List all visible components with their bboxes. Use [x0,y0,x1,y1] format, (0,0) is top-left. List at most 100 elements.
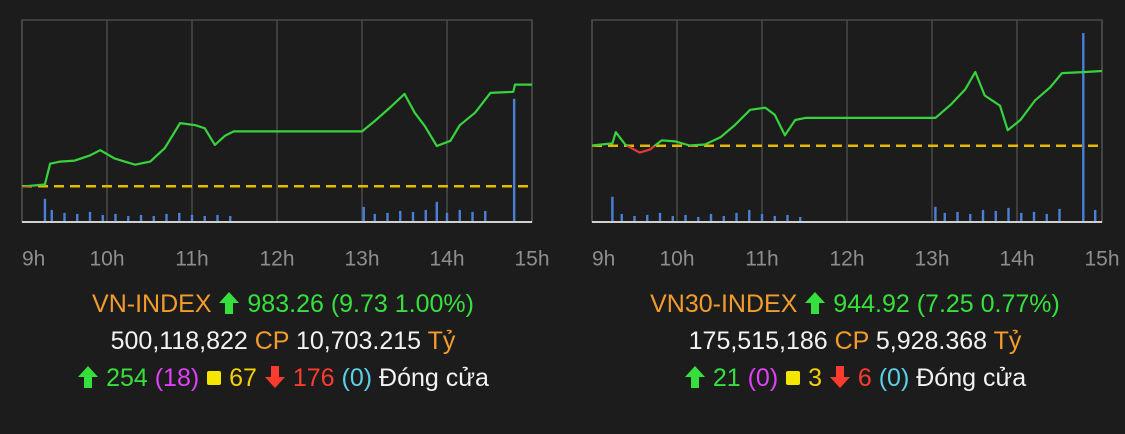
volume-bar [76,213,79,222]
volume-bar [735,212,738,222]
index-value: 944.92 [833,290,910,318]
index-line: VN30-INDEX 944.92 (7.25 0.77%) [575,286,1125,323]
volume-line: 500,118,822 CP 10,703.215 Tỷ [3,323,563,360]
volume-bar [216,214,219,222]
volume-bar [722,215,725,222]
volume-bar [994,210,997,222]
x-tick-label: 11h [175,248,208,271]
volume-bar [956,211,959,222]
volume-bar [1094,209,1097,222]
index-value: 983.26 [247,290,324,318]
volume-bar [471,211,474,222]
volume-bar [101,214,104,222]
volume-bar [943,212,946,222]
x-tick-label: 11h [745,248,778,271]
square-icon [207,371,222,385]
volume-bar [114,213,117,222]
down-arrow-icon [829,366,850,388]
up-arrow-icon [78,366,99,388]
volume-bar [1082,33,1085,222]
turnover: 10,703.215 [295,327,422,355]
status: Đóng cửa [379,364,489,392]
down-arrow-icon [264,366,285,388]
declines: 6 [857,364,872,392]
volume-bar [165,213,168,222]
volume-unit: CP [254,327,290,355]
volume-bar [203,215,206,222]
up-arrow-icon [684,366,705,388]
volume-bar [445,212,449,222]
unchanged: 67 [229,364,257,392]
volume-bar [934,206,937,222]
volume-bar [139,214,143,222]
volume-bar [178,212,181,222]
volume: 500,118,822 [110,327,248,355]
x-tick-label: 15h [514,248,549,271]
volume-bar [190,214,194,222]
volume-bar [1007,207,1010,222]
ceiling: (0) [747,364,779,392]
volume-bar [969,213,972,222]
index-name: VN30-INDEX [650,290,798,318]
x-tick-label: 15h [1084,248,1119,271]
x-tick-label: 12h [829,248,864,271]
volume-bar [373,213,376,222]
x-tick-label: 9h [22,248,45,271]
volume-bar [1045,213,1048,222]
volume-bar [684,214,687,222]
volume-bar [611,196,614,222]
volume-bar [658,212,662,222]
advances: 21 [712,364,741,392]
volume-bar [127,215,130,222]
volume-bar [773,215,776,222]
floor: (0) [341,364,373,392]
x-tick-label: 10h [89,248,124,271]
volume-bar [512,98,516,222]
advances: 254 [106,364,148,392]
ceiling: (18) [154,364,200,392]
volume-bar [981,209,985,222]
volume-bar [697,216,700,222]
volume-bar [63,212,66,222]
volume-bar [411,211,415,222]
volume-bar [484,210,487,222]
volume-bar [799,216,802,222]
volume-bar [786,214,789,222]
volume-bar [1020,212,1023,222]
volume-bar [88,211,92,222]
volume-bar [1032,211,1036,222]
summary-panel: VN-INDEX 983.26 (9.73 1.00%) 500,118,822… [3,286,563,397]
summary-panel: VN30-INDEX 944.92 (7.25 0.77%) 175,515,1… [575,286,1125,397]
unchanged: 3 [808,364,822,392]
turnover-unit: Tỷ [427,327,456,355]
turnover: 5,928.368 [875,327,988,355]
floor: (0) [878,364,910,392]
price-line [591,69,1103,154]
charts: 9h 10h 11h 12h 13h 14h 15h 9h 10h 11h 12h 13h 14h 15h [21,19,1120,271]
volume-bar [152,215,155,222]
volume-bar [633,215,636,222]
volume-bar [671,215,674,222]
x-tick-label: 14h [999,248,1034,271]
volume-bar [646,214,649,222]
breadth-line: 254 (18) 67 176 (0) Đóng cửa [3,360,563,397]
volume-bar [620,213,623,222]
x-tick-label: 12h [259,248,294,271]
square-icon [786,371,801,385]
volume-bar [229,215,232,222]
volume-bar [399,210,402,222]
index-change: (9.73 1.00%) [330,290,474,318]
price-line [21,83,532,188]
x-tick-label: 14h [429,248,464,271]
volume-line: 175,515,186 CP 5,928.368 Tỷ [575,323,1125,360]
volume-bar [435,201,438,222]
index-name: VN-INDEX [92,290,212,318]
volume-bar [709,213,713,222]
volume-bar [50,209,53,222]
declines: 176 [292,364,335,392]
volume-bar [386,212,389,222]
index-line: VN-INDEX 983.26 (9.73 1.00%) [3,286,563,323]
volume: 175,515,186 [688,327,828,355]
x-tick-label: 10h [659,248,694,271]
